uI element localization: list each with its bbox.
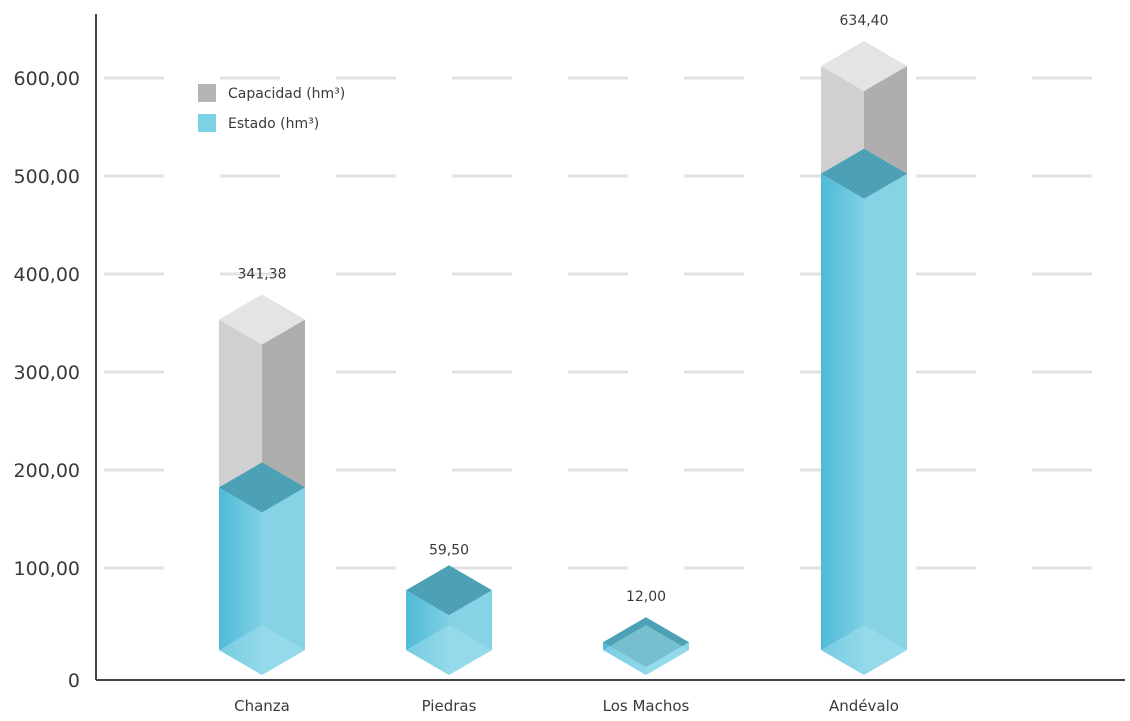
state-bar-left-face bbox=[821, 173, 864, 676]
y-tick-label: 200,00 bbox=[14, 460, 80, 482]
x-tick-label: Chanza bbox=[234, 697, 290, 715]
state-bar bbox=[821, 148, 907, 676]
value-label: 59,50 bbox=[429, 543, 469, 559]
capacity-bar-top-face bbox=[219, 294, 305, 345]
state-bar bbox=[219, 462, 305, 675]
value-label: 12,00 bbox=[626, 589, 666, 605]
capacity-bar-left-face bbox=[219, 319, 262, 513]
x-tick-label: Piedras bbox=[422, 697, 477, 715]
x-tick-label: Los Machos bbox=[603, 697, 690, 715]
state-bar-right-face bbox=[262, 487, 305, 675]
y-tick-label: 400,00 bbox=[14, 264, 80, 286]
bar-and-valo: 634,40 Andévalo bbox=[821, 13, 907, 715]
capacity-bar-top-face bbox=[821, 41, 907, 91]
capacity-bar-right-face bbox=[262, 319, 305, 513]
state-bar-base bbox=[406, 625, 492, 675]
x-tick-label: Andévalo bbox=[829, 697, 899, 715]
value-label: 341,38 bbox=[238, 266, 287, 282]
state-bar-top-hatch bbox=[219, 462, 305, 513]
state-bar-top-hatch bbox=[406, 565, 492, 616]
state-bar-left-face bbox=[406, 590, 449, 675]
state-bar-top-hatch bbox=[821, 148, 907, 199]
bar-piedras: 59,50 Piedras bbox=[406, 543, 492, 715]
state-bar-base bbox=[603, 625, 689, 675]
y-tick-label: 600,00 bbox=[14, 68, 80, 90]
bar-los-machos: 12,00 Los Machos bbox=[603, 589, 690, 715]
bar-chanza: 341,38 Chanza bbox=[219, 266, 305, 715]
y-tick-label: 300,00 bbox=[14, 362, 80, 384]
state-bar bbox=[603, 617, 689, 675]
legend-swatch bbox=[198, 84, 216, 102]
state-bar-right-face bbox=[864, 173, 907, 676]
y-tick-label: 0 bbox=[68, 670, 80, 692]
value-label: 634,40 bbox=[840, 13, 889, 29]
legend-label: Capacidad (hm³) bbox=[228, 86, 345, 102]
state-bar-left-face bbox=[219, 487, 262, 675]
y-tick-label: 100,00 bbox=[14, 558, 80, 580]
state-bar bbox=[406, 565, 492, 675]
legend-label: Estado (hm³) bbox=[228, 116, 319, 132]
state-bar-base bbox=[219, 625, 305, 675]
state-bar-top-hatch bbox=[603, 617, 689, 668]
state-bar-left-face bbox=[603, 642, 646, 675]
legend-swatch bbox=[198, 114, 216, 132]
state-bar-base bbox=[821, 625, 907, 675]
state-bar-right-face bbox=[449, 590, 492, 675]
state-bar-right-face bbox=[646, 642, 689, 675]
y-tick-label: 500,00 bbox=[14, 166, 80, 188]
